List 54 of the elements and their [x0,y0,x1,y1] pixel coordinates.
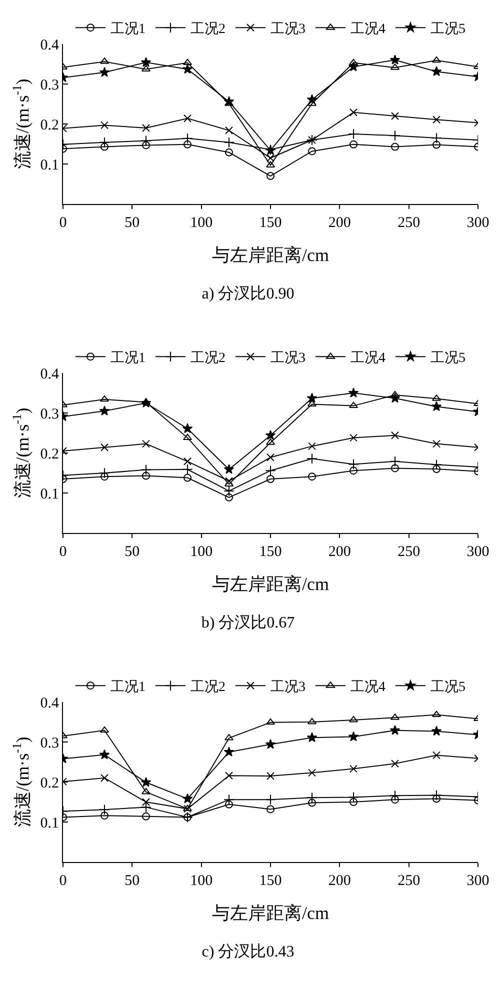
x-tick-label: 100 [190,215,213,231]
y-tick-label: 0.4 [40,366,60,382]
x-tick-label: 0 [59,544,67,560]
x-tick-label: 0 [59,215,67,231]
legend-label: 工况2 [190,22,226,38]
x-axis-title: 与左岸距离/cm [212,903,329,924]
x-tick-label: 300 [466,215,490,231]
x-tick-label: 200 [328,544,351,560]
y-tick-label: 0.3 [40,735,59,752]
y-tick-label: 0.4 [40,695,60,712]
legend-label: 工况4 [350,351,386,366]
x-tick-label: 250 [398,873,420,889]
y-tick-label: 0.2 [40,775,59,792]
legend-label: 工况2 [190,680,226,696]
y-tick-label: 0.2 [40,446,59,462]
x-tick-label: 300 [466,544,490,560]
legend-label: 工况4 [350,680,386,696]
legend-label: 工况5 [430,351,466,366]
legend-label: 工况3 [270,351,306,366]
legend-label: 工况3 [270,680,306,696]
x-axis-title: 与左岸距离/cm [212,245,329,266]
legend-label: 工况1 [110,680,146,696]
x-tick-label: 250 [398,544,420,560]
x-tick-label: 150 [259,215,282,231]
y-tick-label: 0.1 [40,815,59,832]
y-tick-label: 0.1 [40,486,59,502]
legend-label: 工况4 [350,22,386,38]
y-tick-label: 0.4 [40,37,60,54]
legend-label: 工况2 [190,351,226,366]
legend-label: 工况3 [270,22,306,38]
text: a) 分汊比0.90 [202,284,294,303]
y-tick-label: 0.2 [40,117,59,134]
x-tick-label: 200 [328,215,351,231]
legend-label: 工况1 [110,22,146,38]
x-tick-label: 100 [190,544,213,560]
x-tick-label: 150 [259,544,282,560]
x-tick-label: 50 [124,873,140,889]
x-tick-label: 200 [328,873,351,889]
y-tick-label: 0.1 [40,157,59,174]
y-tick-label: 0.3 [40,406,59,422]
legend-label: 工况1 [110,351,146,366]
text: c) 分汊比0.43 [202,942,294,961]
x-axis-title: 与左岸距离/cm [212,574,329,594]
y-tick-label: 0.3 [40,77,59,94]
x-tick-label: 150 [259,873,282,889]
x-tick-label: 250 [398,215,420,231]
x-tick-label: 50 [124,215,140,231]
legend-label: 工况5 [430,680,466,696]
legend-label: 工况5 [430,22,466,38]
x-tick-label: 300 [466,873,490,889]
x-tick-label: 50 [124,544,140,560]
text: b) 分汊比0.67 [201,614,295,632]
x-tick-label: 100 [190,873,213,889]
x-tick-label: 0 [59,873,67,889]
